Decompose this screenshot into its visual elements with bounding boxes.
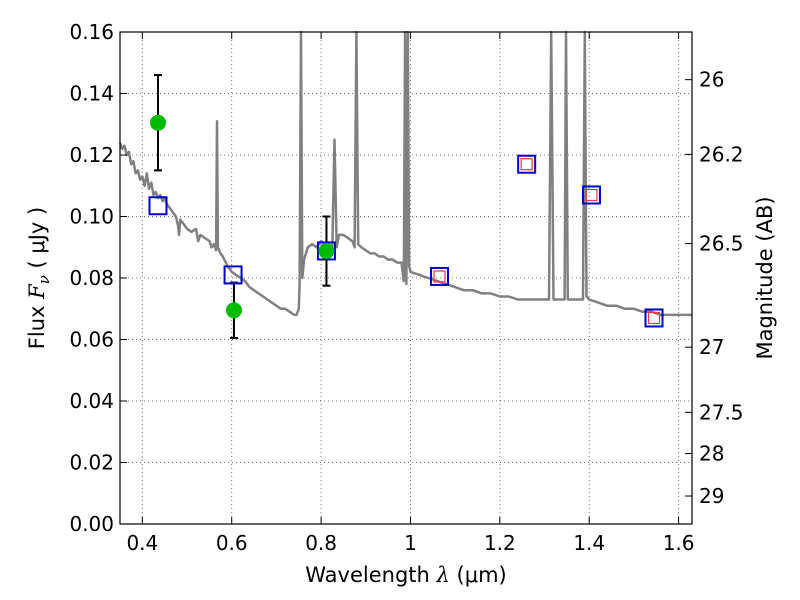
y-tick-label: 0.06 bbox=[69, 328, 114, 352]
y-tick-label: 0.12 bbox=[69, 143, 114, 167]
x-axis-label: Wavelength λ (μm) bbox=[305, 563, 506, 587]
x-tick-label: 1 bbox=[404, 531, 417, 555]
y-tick-label: 0.10 bbox=[69, 205, 114, 229]
axis-ticks: 0.4 0.6 0.8 1 1.2 1.4 1.6 0.00 0.02 0.04 0.06 0.08 0… bbox=[69, 20, 743, 555]
x-tick-label: 0.8 bbox=[305, 531, 337, 555]
y-tick-label: 0.02 bbox=[69, 451, 114, 475]
model-photometry-square bbox=[148, 196, 168, 216]
x-tick-label: 0.4 bbox=[126, 531, 158, 555]
observed-point bbox=[225, 302, 242, 319]
x-tick-label: 0.6 bbox=[216, 531, 248, 555]
predicted-square bbox=[433, 270, 446, 283]
predicted-square bbox=[520, 158, 533, 171]
model-spectrum bbox=[118, 30, 692, 317]
model-photometry-square bbox=[517, 154, 537, 174]
y2-tick-label: 27 bbox=[699, 335, 724, 359]
y2-tick-label: 28 bbox=[699, 442, 724, 466]
x-tick-label: 1.6 bbox=[663, 531, 695, 555]
model-photometry-square bbox=[223, 265, 243, 285]
y2-tick-label: 29 bbox=[699, 484, 724, 508]
x-tick-label: 1.2 bbox=[484, 531, 516, 555]
y-tick-label: 0.00 bbox=[69, 512, 114, 536]
y-tick-label: 0.08 bbox=[69, 266, 114, 290]
predicted-square bbox=[585, 188, 598, 202]
model-photometry-square bbox=[430, 266, 450, 286]
secondary-y-axis-label: Magnitude (AB) bbox=[753, 196, 777, 359]
x-tick-label: 1.4 bbox=[573, 531, 605, 555]
data-points bbox=[148, 74, 664, 339]
spectrum-line bbox=[118, 30, 692, 317]
observed-point bbox=[149, 114, 166, 131]
y2-tick-label: 26 bbox=[699, 68, 724, 92]
y-tick-label: 0.04 bbox=[69, 389, 114, 413]
y-tick-label: 0.16 bbox=[69, 20, 114, 44]
y-axis-label: Flux Fν ( μJy ) bbox=[25, 207, 54, 349]
predicted-square bbox=[647, 311, 661, 325]
y2-tick-label: 26.2 bbox=[699, 142, 744, 166]
y-tick-label: 0.14 bbox=[69, 82, 114, 106]
observed-point bbox=[318, 242, 335, 259]
model-photometry-square bbox=[316, 241, 336, 261]
y2-tick-label: 27.5 bbox=[699, 400, 744, 424]
model-photometry-square bbox=[644, 308, 664, 328]
y2-tick-label: 26.5 bbox=[699, 232, 744, 256]
model-photometry-square bbox=[581, 185, 601, 205]
